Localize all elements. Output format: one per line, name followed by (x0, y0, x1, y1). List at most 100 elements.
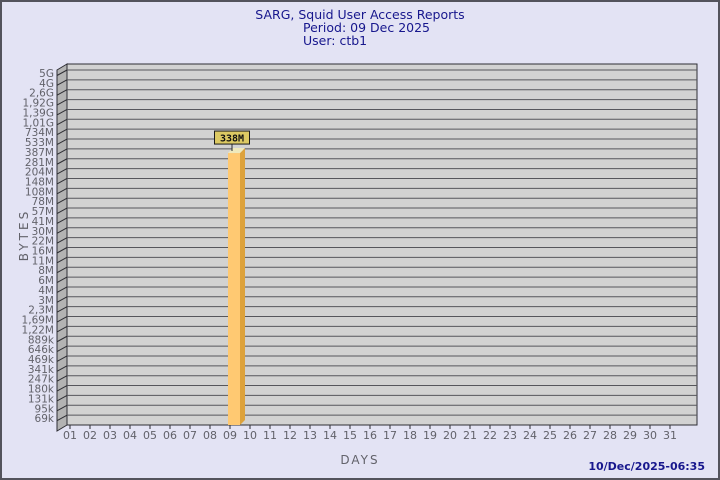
x-tick-label: 25 (543, 429, 557, 442)
y-tick (56, 286, 68, 293)
y-tick-label: 387M (25, 147, 54, 159)
y-tick (56, 207, 68, 214)
y-tick (56, 276, 68, 284)
y-tick-label: 131k (28, 393, 55, 405)
y-tick (56, 404, 68, 412)
y-tick-label: 1,39G (22, 107, 54, 119)
y-tick (56, 187, 68, 195)
y-tick-label: 6M (38, 275, 54, 287)
x-tick-label: 22 (483, 429, 497, 442)
y-tick (56, 197, 68, 205)
y-tick-label: 469k (28, 354, 55, 366)
x-tick-label: 26 (563, 429, 577, 442)
y-tick-label: 30M (32, 226, 54, 238)
y-tick (56, 385, 68, 392)
x-tick-label: 02 (83, 429, 97, 442)
y-tick (56, 227, 68, 234)
x-tick-label: 09 (223, 429, 237, 442)
y-tick (56, 365, 68, 372)
bar-value-box (214, 130, 250, 145)
x-tick-label: 21 (463, 429, 477, 442)
y-tick (56, 128, 68, 136)
x-tick-label: 04 (123, 429, 137, 442)
y-tick-label: 22M (32, 236, 54, 248)
y-tick (56, 256, 68, 264)
x-tick-label: 08 (203, 429, 217, 442)
y-tick-label: 78M (32, 196, 54, 208)
y-tick (56, 69, 68, 76)
y-axis-title: BYTES (17, 208, 31, 262)
bar (228, 153, 240, 425)
x-tick-label: 05 (143, 429, 157, 442)
y-tick-label: 281M (25, 157, 54, 169)
y-tick-label: 8M (38, 265, 54, 277)
plot-area (66, 63, 698, 426)
x-tick-label: 11 (263, 429, 277, 442)
y-tick-label: 533M (25, 137, 54, 149)
y-tick-label: 4G (39, 78, 54, 90)
y-tick (56, 345, 68, 353)
x-tick-label: 20 (443, 429, 457, 442)
y-tick-label: 95k (35, 403, 55, 415)
x-tick-label: 03 (103, 429, 117, 442)
y-tick (56, 306, 68, 313)
y-tick (56, 109, 68, 116)
x-tick-label: 24 (523, 429, 537, 442)
y-tick-label: 5G (39, 68, 54, 80)
y-tick (56, 375, 68, 382)
x-tick-label: 31 (663, 429, 677, 442)
x-tick-label: 14 (323, 429, 337, 442)
y-tick (56, 237, 68, 244)
y-tick-label: 16M (32, 246, 54, 258)
y-tick-label: 57M (32, 206, 54, 218)
y-tick (56, 355, 68, 362)
y-tick-label: 108M (25, 186, 54, 198)
x-tick-label: 12 (283, 429, 297, 442)
x-tick-label: 13 (303, 429, 317, 442)
y-tick-label: 1,69M (22, 315, 54, 327)
x-tick-label: 15 (343, 429, 357, 442)
y-tick (56, 394, 68, 402)
y-tick-label: 889k (28, 334, 55, 346)
report-period: Period: 09 Dec 2025 (303, 20, 431, 35)
y-tick-label: 41M (32, 216, 54, 228)
x-tick-label: 18 (403, 429, 417, 442)
x-tick-label: 16 (363, 429, 377, 442)
y-tick-label: 204M (25, 167, 54, 179)
y-tick (56, 266, 68, 274)
x-tick-label: 10 (243, 429, 257, 442)
generated-timestamp: 10/Dec/2025-06:35 (588, 460, 705, 473)
y-tick-label: 2,6G (29, 88, 54, 100)
y-tick-label: 1,01G (22, 117, 54, 129)
y-tick (56, 79, 68, 86)
y-tick-label: 148M (25, 176, 54, 188)
x-axis-title: DAYS (340, 453, 380, 467)
y-tick (56, 325, 68, 333)
y-tick-label: 69k (35, 413, 55, 425)
y-tick (56, 414, 68, 422)
report-user: User: ctb1 (303, 33, 368, 48)
x-tick-label: 06 (163, 429, 177, 442)
y-tick (56, 296, 68, 303)
y-tick (56, 247, 68, 254)
y-tick-label: 341k (28, 364, 55, 376)
x-tick-label: 19 (423, 429, 437, 442)
bar-side-face (240, 148, 245, 425)
y-tick-label: 3M (38, 295, 54, 307)
y-tick (56, 148, 68, 155)
y-tick (56, 118, 68, 126)
y-tick-label: 646k (28, 344, 55, 356)
y-tick-label: 11M (32, 255, 54, 267)
y-tick (56, 178, 68, 185)
y-tick (56, 99, 68, 106)
x-tick-label: 07 (183, 429, 197, 442)
y-tick-label: 4M (38, 285, 54, 297)
y-tick-label: 1,22M (22, 324, 54, 336)
y-tick (56, 335, 68, 343)
x-tick-label: 30 (643, 429, 657, 442)
y-tick-label: 180k (28, 384, 55, 396)
y-tick (56, 158, 68, 165)
x-tick-label: 17 (383, 429, 397, 442)
y-tick-label: 1,92G (22, 98, 54, 110)
